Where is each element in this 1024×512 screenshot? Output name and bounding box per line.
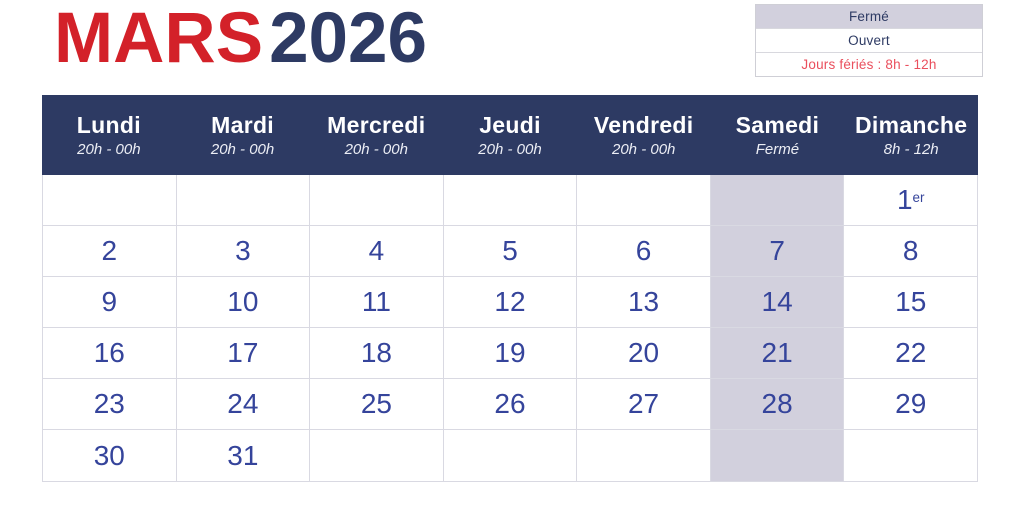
day-cell-30: 30 [43,430,177,482]
day-cell-22: 22 [844,328,978,380]
day-cell-23: 23 [43,379,177,431]
calendar: Lundi 20h - 00h Mardi 20h - 00h Mercredi 20h … [42,95,978,482]
day-header-mercredi: Mercredi 20h - 00h [309,95,443,175]
empty-cell [310,175,444,227]
day-name: Samedi [735,112,820,138]
day-cell-24: 24 [176,379,311,431]
day-cell-12: 12 [443,277,578,329]
day-header-lundi: Lundi 20h - 00h [42,95,176,175]
day-cell-3: 3 [176,226,311,278]
day-cell-1: 1 er [844,175,978,227]
legend-item-open: Ouvert [756,29,982,53]
day-header-mardi: Mardi 20h - 00h [176,95,310,175]
day-cell-2: 2 [43,226,177,278]
day-cell-27: 27 [577,379,711,431]
day-cell-28: 28 [710,379,845,431]
day-cell-13: 13 [577,277,711,329]
day-cell-8: 8 [844,226,978,278]
title-year: 2026 [269,0,428,78]
page-title: MARS2026 [54,2,427,76]
day-cell-19: 19 [443,328,578,380]
day-cell-21: 21 [710,328,845,380]
legend: Fermé Ouvert Jours fériés : 8h - 12h [755,4,983,77]
day-name: Dimanche [854,112,968,138]
empty-cell [176,175,311,227]
empty-cell [577,430,711,482]
day-header-vendredi: Vendredi 20h - 00h [577,95,711,175]
day-cell-18: 18 [310,328,444,380]
empty-cell [844,430,978,482]
day-hours: 8h - 12h [883,141,939,158]
day-cell-20: 20 [577,328,711,380]
day-cell-17: 17 [176,328,311,380]
day-cell-11: 11 [310,277,444,329]
day-cell-9: 9 [43,277,177,329]
empty-cell [310,430,444,482]
empty-cell [43,175,177,227]
day-hours: 20h - 00h [77,141,141,158]
day-cell-6: 6 [577,226,711,278]
calendar-header-row: Lundi 20h - 00h Mardi 20h - 00h Mercredi 20h … [42,95,978,175]
day-cell-29: 29 [844,379,978,431]
day-hours: Fermé [755,141,800,158]
empty-cell [443,430,578,482]
day-name: Vendredi [593,112,694,138]
day-header-dimanche: Dimanche 8h - 12h [844,95,978,175]
day-cell-15: 15 [844,277,978,329]
legend-item-closed: Fermé [756,5,982,29]
day-hours: 20h - 00h [344,141,408,158]
day-header-samedi: Samedi Fermé [711,95,845,175]
day-cell-4: 4 [310,226,444,278]
day-hours: 20h - 00h [612,141,676,158]
empty-cell [577,175,711,227]
day-cell-31: 31 [176,430,311,482]
empty-cell [443,175,578,227]
title-month: MARS [54,0,264,78]
day-name: Jeudi [479,112,541,138]
day-name: Mercredi [327,112,426,138]
day-cell-14: 14 [710,277,845,329]
day-cell-5: 5 [443,226,578,278]
legend-item-holidays: Jours fériés : 8h - 12h [801,57,937,72]
empty-cell [710,430,845,482]
day-hours: 20h - 00h [210,141,275,158]
day-cell-7: 7 [710,226,845,278]
day-cell-16: 16 [43,328,177,380]
day-cell-10: 10 [176,277,311,329]
day-cell-26: 26 [443,379,578,431]
day-header-jeudi: Jeudi 20h - 00h [443,95,577,175]
day-name: Lundi [76,112,141,138]
day-hours: 20h - 00h [478,141,542,158]
day-name: Mardi [211,112,274,138]
day-cell-25: 25 [310,379,444,431]
empty-cell [710,175,845,227]
calendar-grid: 1 er 2 3 4 5 6 7 8 9 10 11 12 13 14 15 16 17 18 19 20 21 22 23 2… [42,175,978,482]
